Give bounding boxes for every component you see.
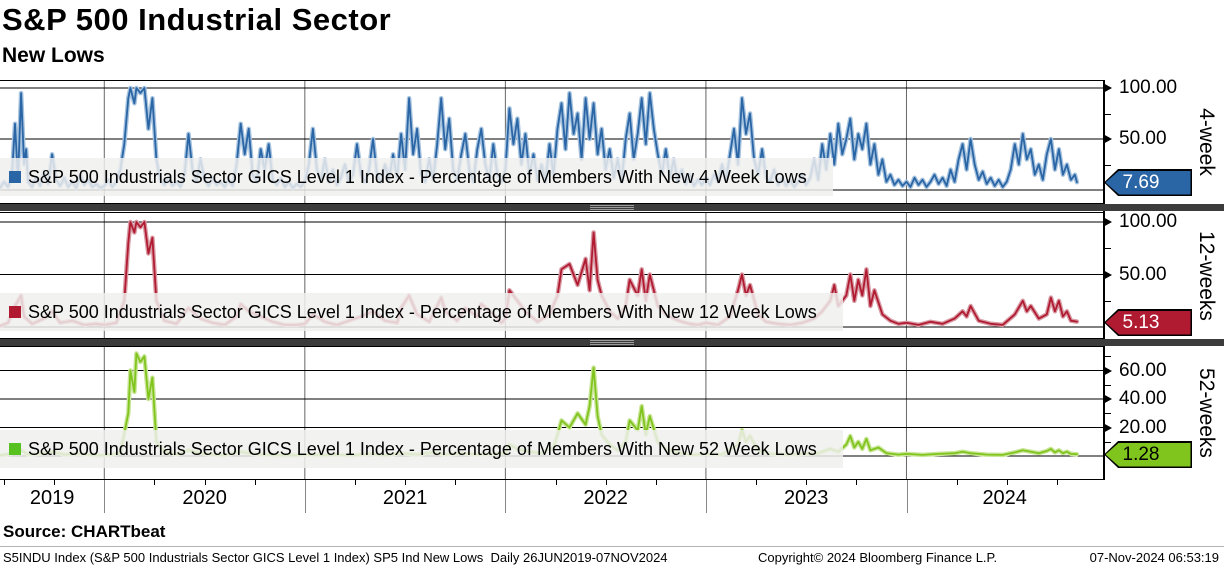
legend-4-week: S&P 500 Industrials Sector GICS Level 1 … xyxy=(0,158,833,196)
y-tick-arrow-icon xyxy=(1103,269,1112,280)
y-tick-label: 100.00 xyxy=(1119,77,1178,98)
x-tick-minor xyxy=(405,480,407,485)
x-tick-minor xyxy=(655,480,657,485)
panel-label-4-week: 4-week xyxy=(1195,108,1218,176)
x-tick-minor xyxy=(856,480,858,485)
legend-label-52-weeks: S&P 500 Industrials Sector GICS Level 1 … xyxy=(28,438,817,459)
y-tick-minor xyxy=(1103,384,1111,386)
copyright-notice: Copyright© 2024 Bloomberg Finance L.P. xyxy=(758,550,998,565)
y-tick-label: 40.00 xyxy=(1119,388,1167,409)
x-tick-minor xyxy=(455,480,457,485)
x-year-separator xyxy=(705,480,707,513)
last-value-12-weeks: 5.13 xyxy=(1105,310,1191,335)
legend-swatch-52-weeks-icon xyxy=(9,443,21,455)
x-year-separator xyxy=(505,480,507,513)
last-value-tag-12-weeks: 5.13 xyxy=(1104,309,1192,336)
y-tick-minor xyxy=(1103,300,1111,302)
y-tick-minor xyxy=(1103,164,1111,166)
x-tick-minor xyxy=(355,480,356,485)
x-tick-minor xyxy=(605,480,607,485)
panel-label-52-weeks: 52-weeks xyxy=(1195,368,1218,458)
y-tick-minor xyxy=(1103,248,1111,250)
y-axis-line xyxy=(1103,80,1105,480)
x-axis-year-label: 2020 xyxy=(182,487,227,509)
y-tick-arrow-icon xyxy=(1103,217,1112,227)
panel-label-12-weeks: 12-weeks xyxy=(1195,231,1218,321)
x-axis-year-label: 2022 xyxy=(583,487,628,509)
y-tick-minor xyxy=(1103,356,1111,358)
last-value-4-week: 7.69 xyxy=(1105,170,1191,195)
x-tick-minor xyxy=(956,480,958,485)
legend-label-12-weeks: S&P 500 Industrials Sector GICS Level 1 … xyxy=(28,301,817,322)
x-tick-minor xyxy=(1006,480,1008,485)
y-tick-label: 50.00 xyxy=(1119,263,1167,285)
source-line: Source: CHARTbeat xyxy=(3,522,166,541)
x-tick-minor xyxy=(756,480,758,485)
legend-label-4-week: S&P 500 Industrials Sector GICS Level 1 … xyxy=(28,166,807,187)
x-year-separator xyxy=(104,480,106,513)
legend-12-weeks: S&P 500 Industrials Sector GICS Level 1 … xyxy=(0,293,843,331)
x-tick-minor xyxy=(1056,480,1058,485)
legend-52-weeks: S&P 500 Industrials Sector GICS Level 1 … xyxy=(0,430,843,468)
y-tick-label: 60.00 xyxy=(1119,359,1167,381)
splitter-grip-icon[interactable] xyxy=(590,340,634,345)
x-tick-minor xyxy=(204,480,206,485)
x-axis-year-label: 2021 xyxy=(382,487,428,509)
y-tick-arrow-icon xyxy=(1103,83,1112,93)
x-year-separator xyxy=(906,480,908,513)
last-value-52-weeks: 1.28 xyxy=(1105,442,1191,467)
last-value-tag-52-weeks: 1.28 xyxy=(1104,441,1192,468)
timestamp: 07-Nov-2024 06:53:19 xyxy=(1089,550,1219,565)
legend-swatch-4-week-icon xyxy=(9,171,21,183)
y-tick-arrow-icon xyxy=(1103,394,1112,404)
x-year-separator xyxy=(304,480,306,513)
x-tick-minor xyxy=(54,480,56,485)
page-subtitle: New Lows xyxy=(2,44,105,67)
x-tick-minor xyxy=(4,480,5,485)
splitter-grip-icon[interactable] xyxy=(590,205,634,210)
legend-swatch-12-weeks-icon xyxy=(9,306,21,318)
last-value-tag-4-week: 7.69 xyxy=(1104,169,1192,196)
y-tick-label: 100.00 xyxy=(1119,211,1178,232)
security-info: S5INDU Index (S&P 500 Industrials Sector… xyxy=(3,550,668,565)
panel-splitter-1[interactable] xyxy=(0,204,1224,211)
y-tick-arrow-icon xyxy=(1103,365,1112,376)
page-title: S&P 500 Industrial Sector xyxy=(2,2,392,37)
footer-divider xyxy=(0,546,1224,547)
y-tick-minor xyxy=(1103,413,1111,415)
panel-splitter-2[interactable] xyxy=(0,339,1224,346)
x-tick-minor xyxy=(555,480,557,485)
y-tick-label: 50.00 xyxy=(1119,128,1167,149)
x-tick-minor xyxy=(806,480,808,485)
x-axis-year-label: 2019 xyxy=(29,487,75,509)
y-tick-arrow-icon xyxy=(1103,422,1112,433)
y-tick-label: 20.00 xyxy=(1119,416,1167,438)
x-axis-year-label: 2024 xyxy=(982,487,1027,509)
x-axis-year-label: 2023 xyxy=(783,487,829,509)
y-tick-arrow-icon xyxy=(1103,134,1112,144)
x-tick-minor xyxy=(254,480,256,485)
y-tick-minor xyxy=(1103,441,1111,443)
y-tick-minor xyxy=(1103,113,1111,115)
x-tick-minor xyxy=(154,480,156,485)
